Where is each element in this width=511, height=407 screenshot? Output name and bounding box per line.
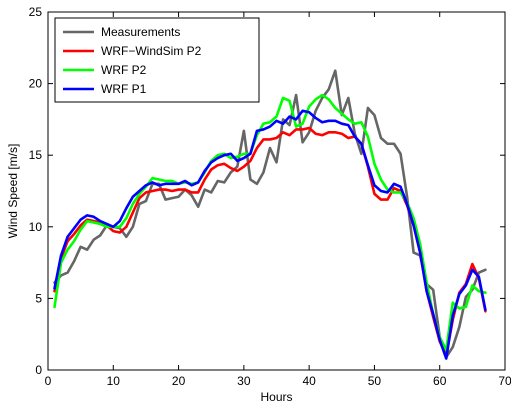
series-line-3 — [53, 109, 487, 360]
x-axis-label: Hours — [260, 390, 292, 404]
x-axis-ticks: 0 10 20 30 40 50 60 70 — [45, 12, 511, 388]
legend-label-2: WRF P2 — [101, 63, 147, 77]
series-line-2 — [53, 93, 487, 352]
legend: Measurements WRF−WindSim P2 WRF P2 WRF P1 — [54, 17, 260, 103]
y-tick-label: 5 — [35, 291, 42, 305]
x-tick-label: 30 — [237, 374, 251, 388]
y-tick-label: 10 — [29, 220, 43, 234]
legend-label-0: Measurements — [101, 25, 180, 39]
y-axis-ticks: 0 5 10 15 20 25 — [29, 5, 505, 377]
series-line-0 — [53, 69, 487, 359]
x-tick-label: 10 — [107, 374, 121, 388]
y-tick-label: 20 — [29, 77, 43, 91]
x-tick-label: 40 — [302, 374, 316, 388]
y-tick-label: 0 — [35, 363, 42, 377]
x-tick-label: 0 — [45, 374, 52, 388]
y-axis-label: Wind Speed [m/s] — [6, 144, 20, 239]
legend-label-1: WRF−WindSim P2 — [101, 44, 202, 58]
plot-area-frame — [47, 11, 506, 371]
x-tick-label: 70 — [498, 374, 511, 388]
x-tick-label: 60 — [433, 374, 447, 388]
y-tick-label: 25 — [29, 5, 43, 19]
x-tick-label: 50 — [368, 374, 382, 388]
y-tick-label: 15 — [29, 148, 43, 162]
x-tick-label: 20 — [172, 374, 186, 388]
plot-series — [53, 69, 487, 360]
legend-label-3: WRF P1 — [101, 82, 147, 96]
